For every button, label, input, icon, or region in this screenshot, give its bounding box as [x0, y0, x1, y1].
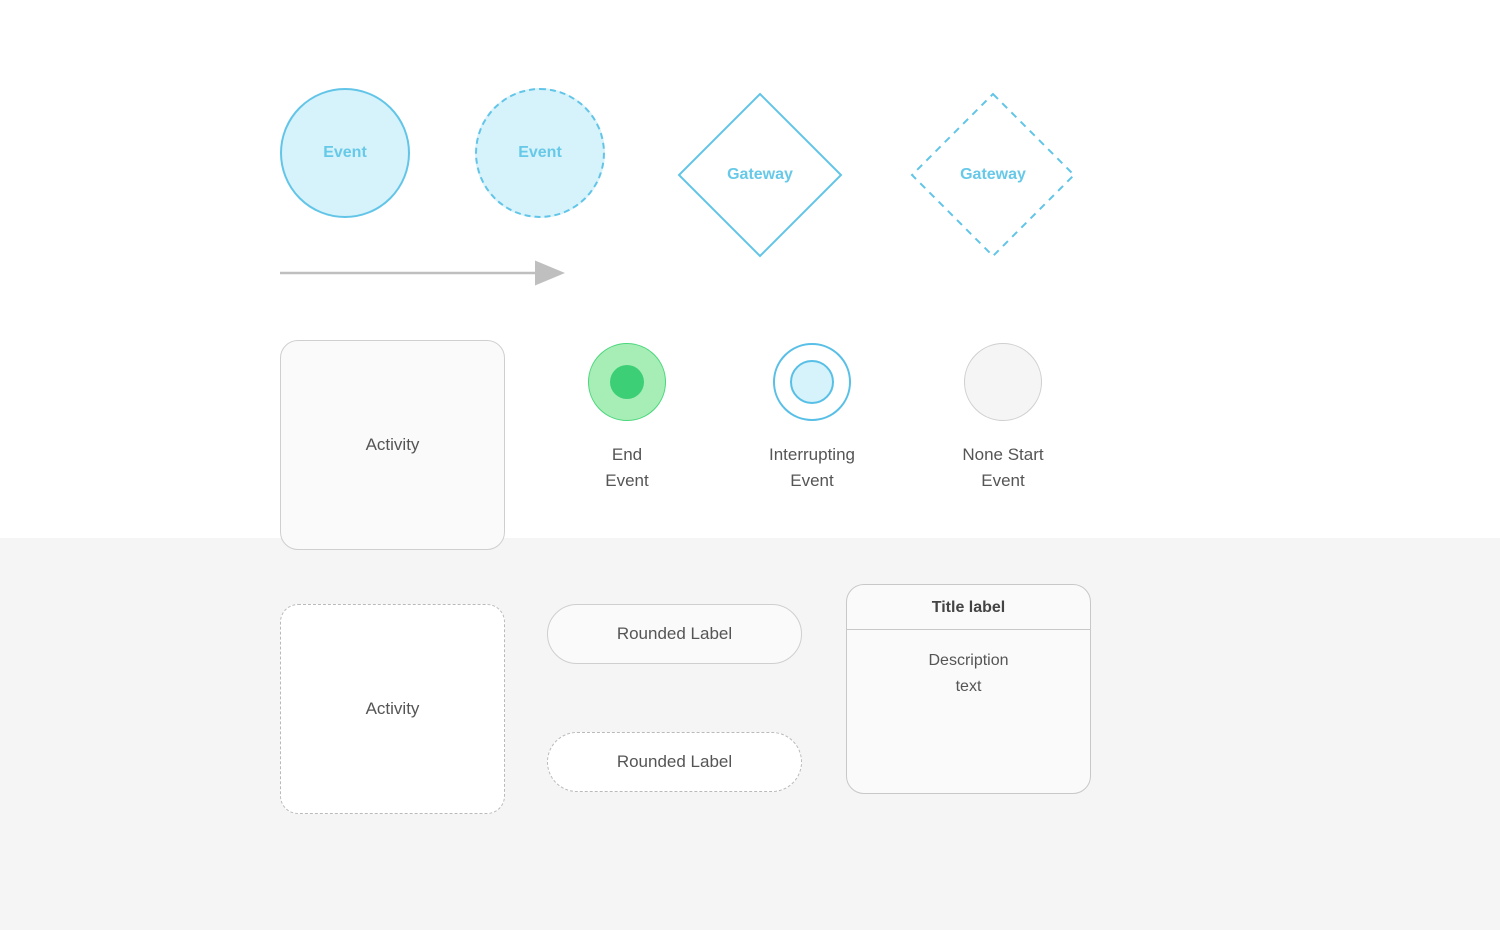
- titled-card[interactable]: Title label Description text: [846, 584, 1091, 794]
- activity-box-dashed[interactable]: Activity: [280, 604, 505, 814]
- gateway-diamond-solid[interactable]: Gateway: [675, 90, 845, 260]
- event-label: Event: [323, 144, 367, 162]
- event-circle-dashed[interactable]: Event: [475, 88, 605, 218]
- rounded-label-solid[interactable]: Rounded Label: [547, 604, 802, 664]
- card-title: Title label: [847, 585, 1090, 630]
- rounded-label-text: Rounded Label: [617, 624, 732, 644]
- interrupting-event-caption: Interrupting Event: [732, 442, 892, 493]
- rounded-label-dashed[interactable]: Rounded Label: [547, 732, 802, 792]
- rounded-label-text: Rounded Label: [617, 752, 732, 772]
- end-event-icon[interactable]: [588, 343, 666, 421]
- gateway-label: Gateway: [960, 166, 1026, 184]
- event-label: Event: [518, 144, 562, 162]
- gateway-diamond-dashed[interactable]: Gateway: [908, 90, 1078, 260]
- end-event-caption: End Event: [547, 442, 707, 493]
- gateway-label: Gateway: [727, 166, 793, 184]
- card-description: Description text: [847, 630, 1090, 709]
- activity-label: Activity: [366, 435, 420, 455]
- activity-box-solid[interactable]: Activity: [280, 340, 505, 550]
- none-start-event-caption: None Start Event: [923, 442, 1083, 493]
- end-event-inner-dot-icon: [610, 365, 644, 399]
- interrupting-event-inner-icon: [790, 360, 834, 404]
- interrupting-event-icon[interactable]: [773, 343, 851, 421]
- none-start-event-icon[interactable]: [964, 343, 1042, 421]
- event-circle-solid[interactable]: Event: [280, 88, 410, 218]
- activity-label: Activity: [366, 699, 420, 719]
- flow-arrow-icon: [275, 258, 575, 288]
